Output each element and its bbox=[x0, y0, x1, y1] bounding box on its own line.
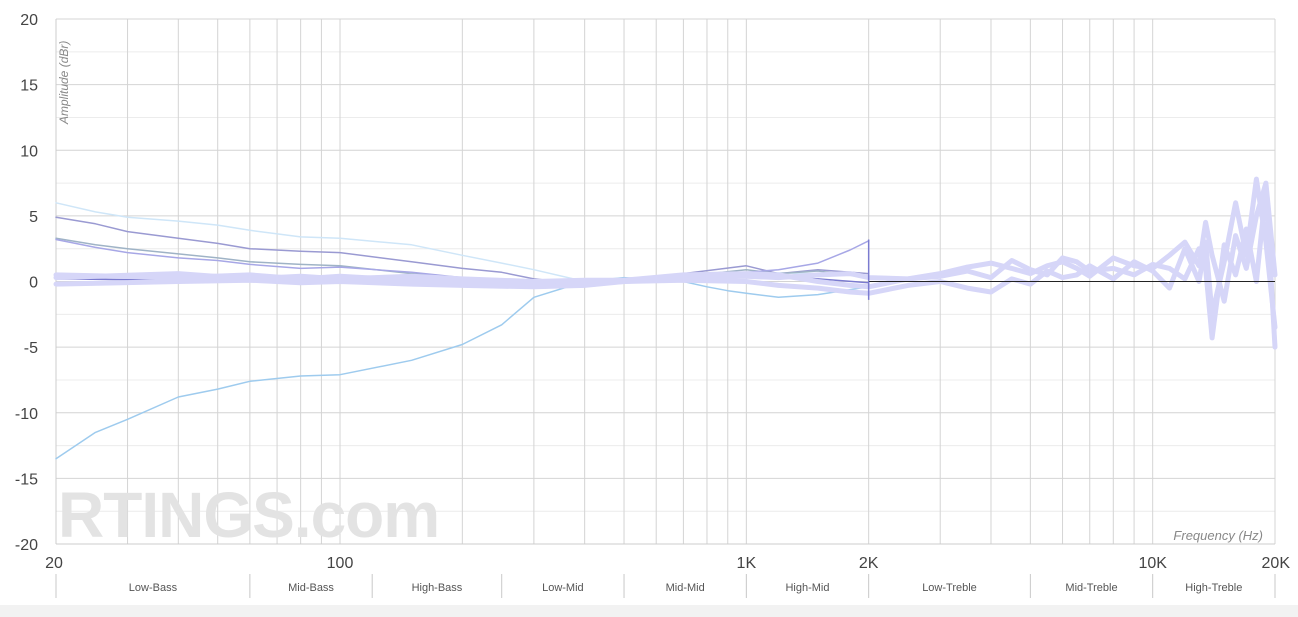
y-tick-label: -20 bbox=[15, 537, 38, 554]
y-axis-label: Amplitude (dBr) bbox=[57, 41, 71, 125]
y-tick-label: 20 bbox=[20, 12, 38, 29]
axis-ticks: 20 15 10 5 0 -5 -10 -15 -20 20 100 1K 2K 10K 20K bbox=[15, 12, 1290, 572]
x-tick-label: 100 bbox=[327, 555, 354, 572]
y-tick-label: -5 bbox=[24, 340, 38, 357]
y-tick-label: 10 bbox=[20, 143, 38, 160]
y-tick-label: 5 bbox=[29, 209, 38, 226]
y-tick-label: 0 bbox=[29, 275, 38, 292]
watermark-logo: RTINGS.com bbox=[58, 479, 439, 551]
frequency-bands: Low-Bass Mid-Bass High-Bass Low-Mid Mid-Mid H… bbox=[129, 582, 1243, 594]
x-tick-label: 10K bbox=[1138, 555, 1167, 572]
series-line-9 bbox=[53, 187, 1278, 350]
series-line-7 bbox=[53, 180, 1278, 304]
band-label: Mid-Treble bbox=[1065, 582, 1117, 594]
x-tick-label: 1K bbox=[737, 555, 757, 572]
series-layer bbox=[53, 176, 1278, 460]
band-label: High-Treble bbox=[1185, 582, 1242, 594]
series-line-1 bbox=[55, 276, 870, 460]
x-tick-label: 2K bbox=[859, 555, 879, 572]
y-tick-label: 15 bbox=[20, 78, 38, 95]
band-label: High-Mid bbox=[785, 582, 829, 594]
footer-strip bbox=[0, 605, 1298, 617]
series-line-3 bbox=[55, 216, 870, 285]
band-label: Mid-Bass bbox=[288, 582, 334, 594]
x-tick-label: 20 bbox=[45, 555, 63, 572]
series-line-8 bbox=[53, 176, 1278, 330]
x-axis-label: Frequency (Hz) bbox=[1173, 528, 1263, 543]
band-label: High-Bass bbox=[412, 582, 463, 594]
band-label: Low-Bass bbox=[129, 582, 178, 594]
band-label: Mid-Mid bbox=[666, 582, 705, 594]
y-tick-label: -15 bbox=[15, 471, 38, 488]
y-tick-label: -10 bbox=[15, 406, 38, 423]
band-label: Low-Mid bbox=[542, 582, 584, 594]
band-separators bbox=[55, 574, 1276, 598]
band-label: Low-Treble bbox=[922, 582, 977, 594]
x-tick-label: 20K bbox=[1262, 555, 1291, 572]
